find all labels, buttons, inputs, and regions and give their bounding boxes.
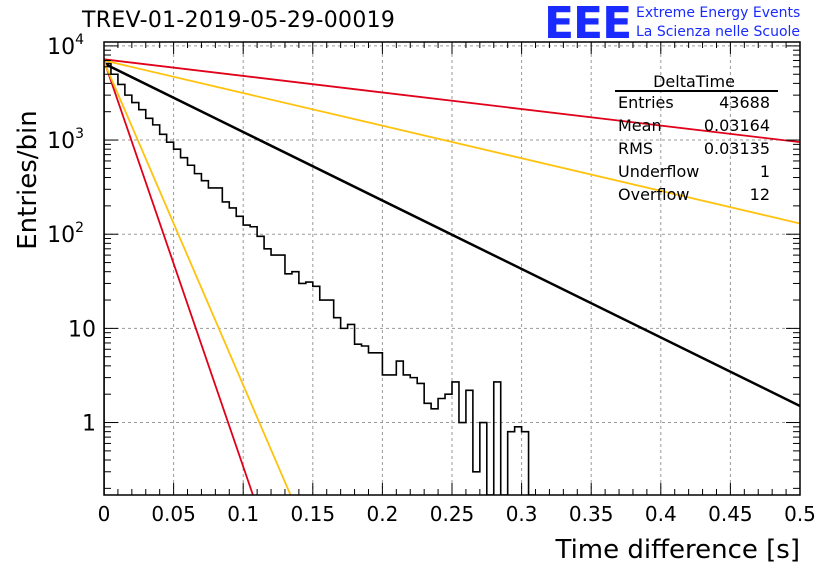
stats-divider (615, 90, 778, 92)
stats-value: 43688 (719, 93, 770, 112)
y-tick-base: 1 (82, 412, 96, 437)
histogram-series-deltatime (104, 62, 536, 495)
y-tick-base: 10 (47, 129, 75, 154)
stats-label: RMS (618, 139, 654, 158)
x-tick-label: 0.45 (708, 502, 753, 526)
x-tick-label: 0 (98, 502, 111, 526)
y-tick-label: 104 (47, 32, 84, 60)
y-tick-label: 102 (47, 220, 84, 248)
stats-row-rms: RMS 0.03135 (618, 139, 770, 161)
logo-subtitle-line2: La Scienza nelle Scuole (636, 24, 801, 40)
stats-value: 1 (759, 162, 770, 181)
stats-row-overflow: Overflow 12 (618, 185, 770, 207)
y-tick-base: 10 (47, 35, 75, 60)
x-tick-label: 0.1 (227, 502, 259, 526)
stats-row-mean: Mean 0.03164 (618, 116, 770, 138)
y-tick-exponent: 2 (75, 220, 84, 236)
x-tick-label: 0.05 (151, 502, 196, 526)
y-tick-label: 103 (47, 126, 84, 154)
y-tick-base: 10 (47, 223, 75, 248)
x-tick-label: 0.35 (569, 502, 614, 526)
y-tick-base: 10 (68, 317, 96, 342)
y-tick-exponent: 4 (75, 32, 84, 48)
y-tick-label: 1 (82, 412, 96, 437)
x-tick-label: 0.15 (291, 502, 336, 526)
y-tick-exponent: 3 (75, 126, 84, 142)
logo-subtitle-line1: Extreme Energy Events (636, 5, 801, 21)
y-tick-label: 10 (68, 317, 96, 342)
reference-line-yellow-steep (104, 61, 292, 495)
x-tick-label: 0.3 (506, 502, 538, 526)
stats-value: 0.03164 (703, 116, 770, 135)
stats-label: Mean (618, 116, 662, 135)
stats-row-entries: Entries 43688 (618, 93, 770, 115)
stats-box: DeltaTime Entries 43688 Mean 0.03164 RMS… (610, 70, 778, 208)
x-tick-label: 0.4 (645, 502, 677, 526)
stats-row-underflow: Underflow 1 (618, 162, 770, 184)
stats-label: Overflow (618, 185, 690, 204)
x-axis-title: Time difference [s] (554, 535, 800, 565)
fit-line-black (104, 62, 800, 408)
x-tick-label: 0.2 (366, 502, 398, 526)
eee-logo: EEE (544, 0, 632, 49)
stats-value: 12 (749, 185, 770, 204)
x-tick-label: 0.5 (784, 502, 816, 526)
reference-line-yellow-shallow (104, 59, 800, 225)
stats-label: Underflow (618, 162, 700, 181)
x-tick-label: 0.25 (430, 502, 475, 526)
stats-value: 0.03135 (703, 139, 770, 158)
reference-line-red-steep (104, 60, 254, 495)
stats-label: Entries (618, 93, 674, 112)
y-axis-title: Entries/bin (13, 110, 43, 250)
reference-line-red-shallow (104, 58, 800, 144)
chart-title: TREV-01-2019-05-29-00019 (82, 8, 396, 33)
stats-title: DeltaTime (653, 72, 735, 91)
